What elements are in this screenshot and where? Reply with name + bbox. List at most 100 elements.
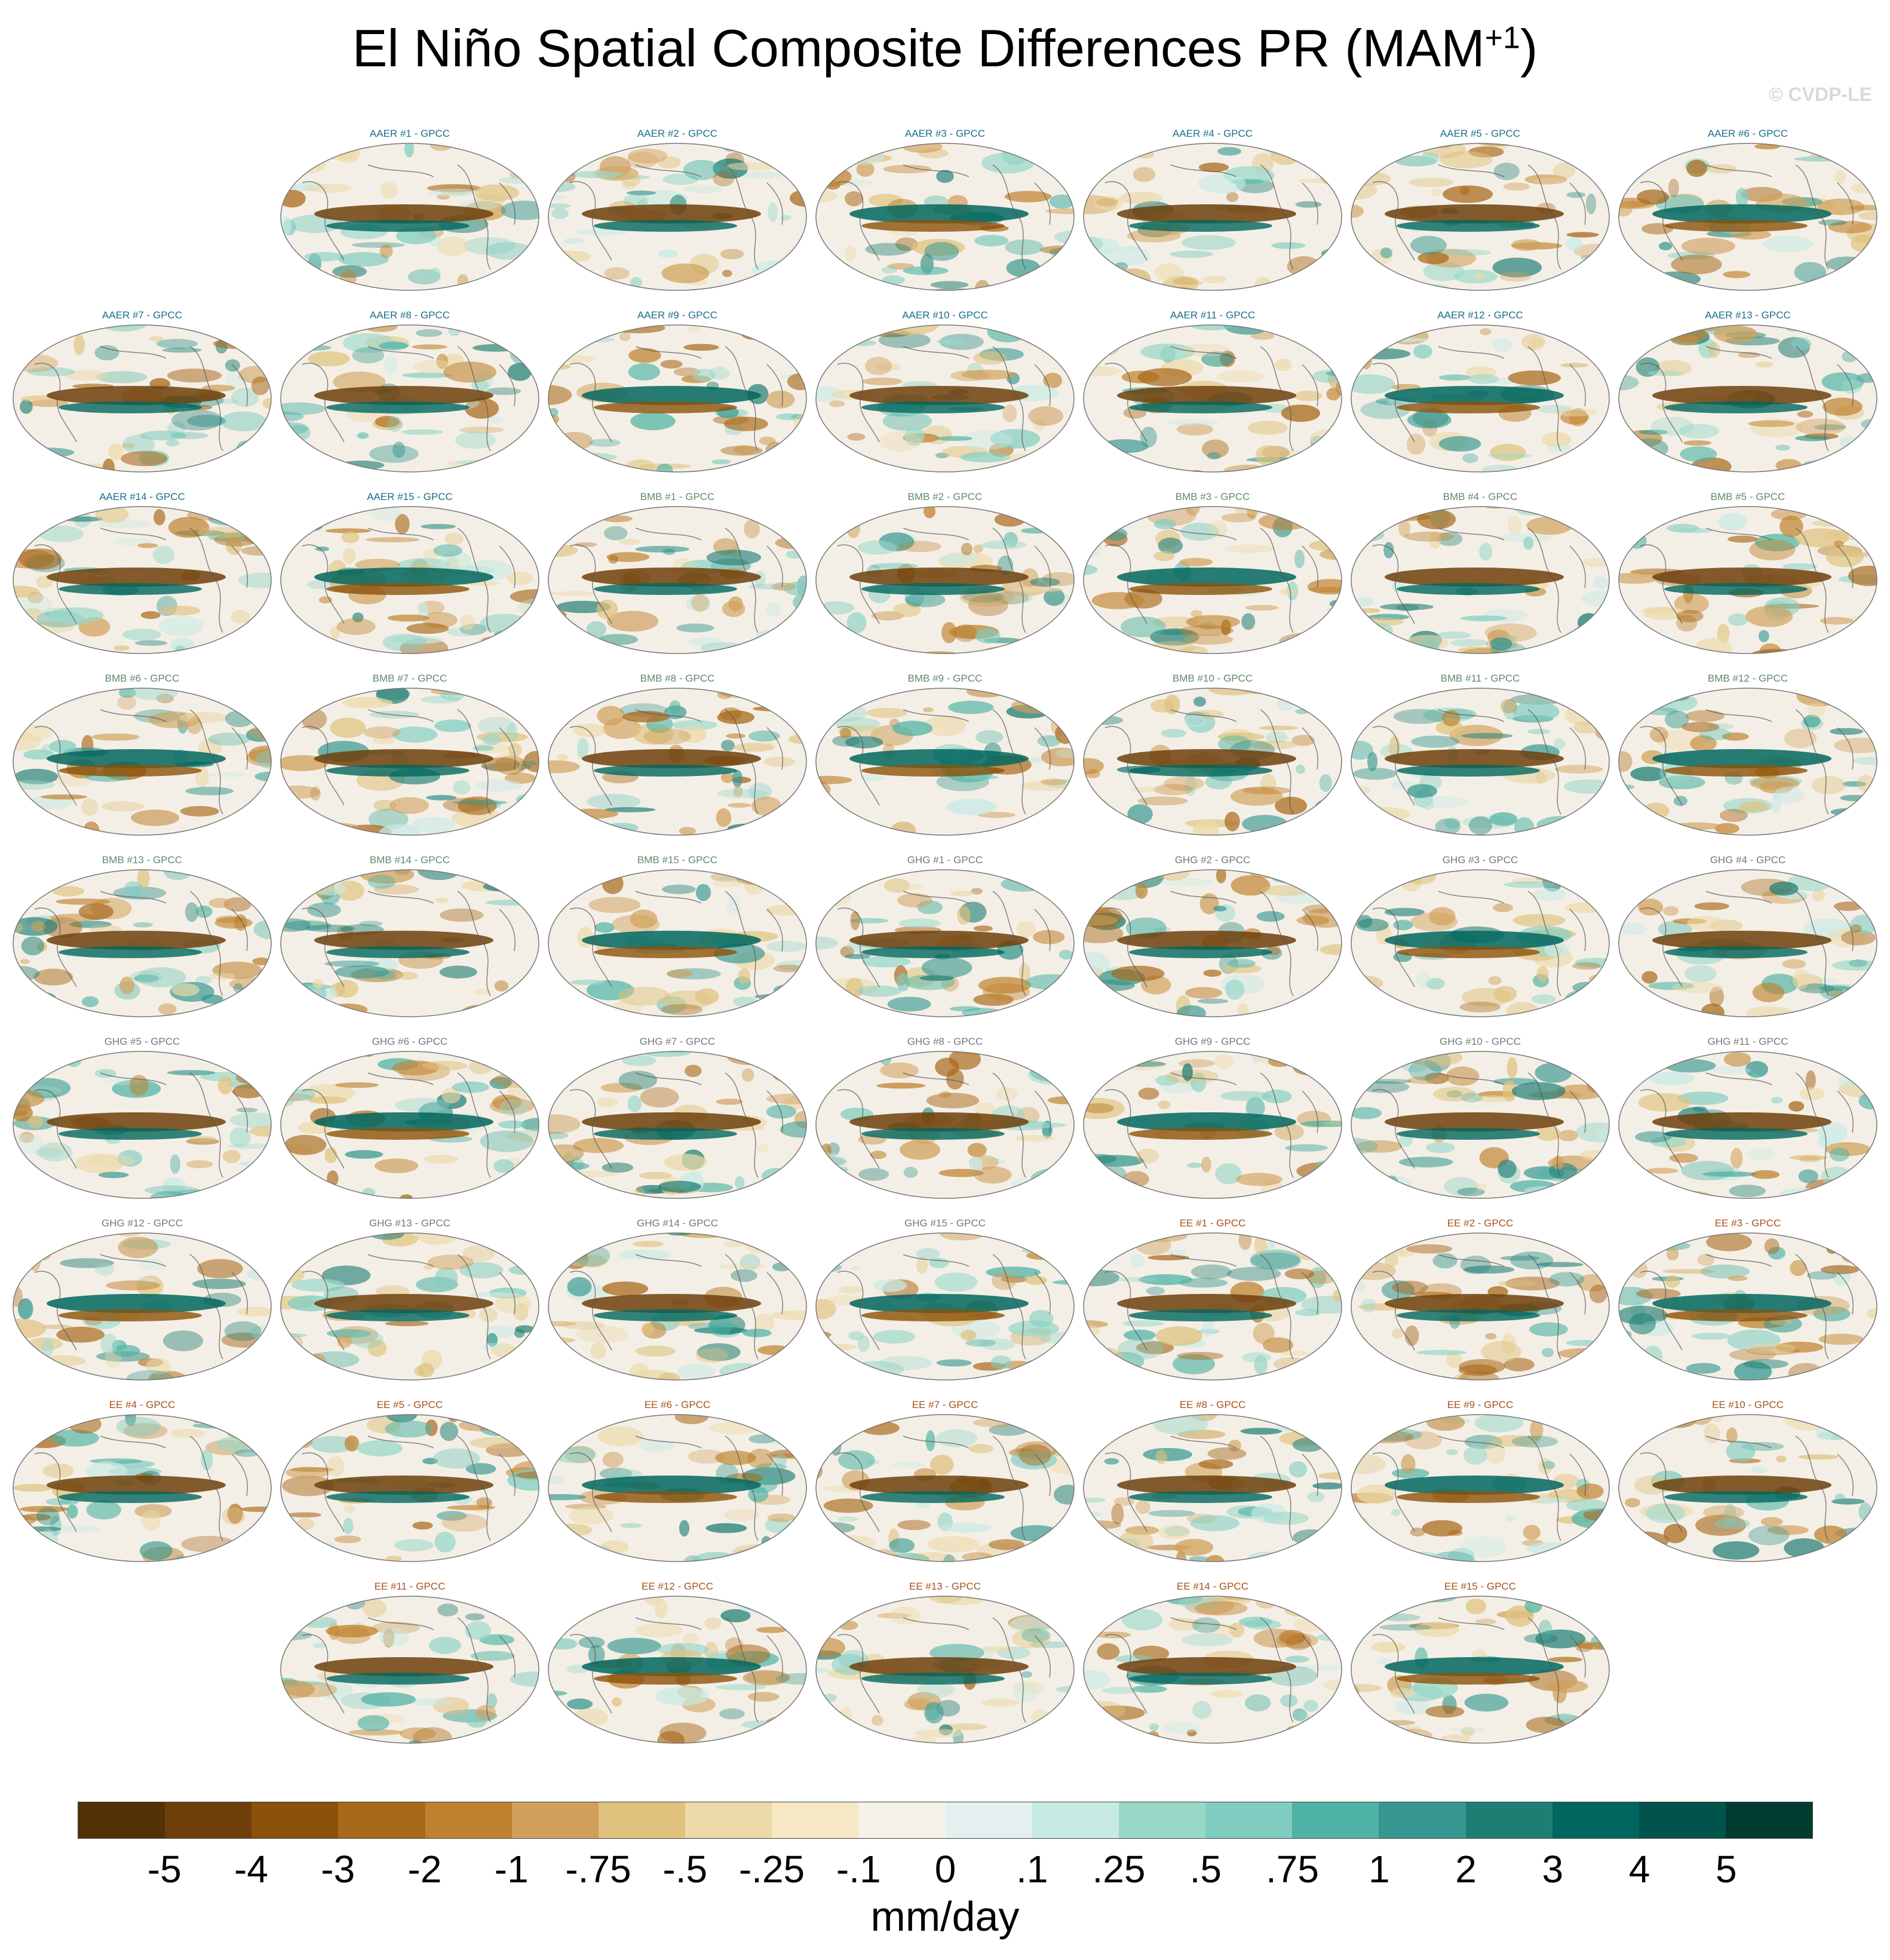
- map-panel-title: BMB #12 - GPCC: [1707, 673, 1788, 684]
- colorbar-tick-label: -.5: [662, 1848, 708, 1891]
- map-projection: [1618, 869, 1877, 1017]
- map-panel: EE #7 - GPCC: [814, 1399, 1076, 1564]
- map-panel: GHG #8 - GPCC: [814, 1036, 1076, 1201]
- colorbar-tick-label: 4: [1628, 1848, 1650, 1891]
- map-panel: EE #3 - GPCC: [1616, 1217, 1879, 1382]
- map-panel-title: BMB #3 - GPCC: [1175, 491, 1250, 502]
- map-panel: BMB #4 - GPCC: [1349, 491, 1612, 656]
- map-projection: [1351, 1414, 1610, 1562]
- map-panel: GHG #5 - GPCC: [11, 1036, 274, 1201]
- map-projection: [1083, 324, 1342, 473]
- map-projection: [548, 688, 807, 836]
- map-panel-title: BMB #7 - GPCC: [372, 673, 447, 684]
- figure-title: El Niño Spatial Composite Differences PR…: [0, 18, 1890, 79]
- map-panel: AAER #14 - GPCC: [11, 491, 274, 656]
- map-panel: EE #13 - GPCC: [814, 1581, 1076, 1746]
- map-projection: [548, 143, 807, 291]
- map-projection: [1351, 1051, 1610, 1199]
- map-panel: GHG #11 - GPCC: [1616, 1036, 1879, 1201]
- map-panel-title: EE #10 - GPCC: [1712, 1399, 1784, 1410]
- map-panel: GHG #6 - GPCC: [278, 1036, 541, 1201]
- colorbar-tick-label: 3: [1542, 1848, 1564, 1891]
- colorbar-box: [1379, 1802, 1466, 1838]
- map-panel-title: GHG #15 - GPCC: [904, 1217, 986, 1229]
- map-projection: [1351, 324, 1610, 473]
- colorbar-box: [78, 1802, 165, 1838]
- title-close: ): [1520, 19, 1538, 78]
- map-panel-title: BMB #8 - GPCC: [640, 673, 715, 684]
- colorbar-tick-label: -1: [494, 1848, 529, 1891]
- map-panel: GHG #1 - GPCC: [814, 854, 1076, 1019]
- map-projection: [280, 688, 539, 836]
- map-panel: AAER #7 - GPCC: [11, 309, 274, 474]
- map-panel-title: GHG #2 - GPCC: [1174, 854, 1251, 866]
- colorbar-box: [1205, 1802, 1293, 1838]
- colorbar-box: [945, 1802, 1032, 1838]
- map-panel: EE #10 - GPCC: [1616, 1399, 1879, 1564]
- colorbar-tick-label: -2: [407, 1848, 442, 1891]
- map-projection: [815, 1232, 1075, 1381]
- map-panel: BMB #8 - GPCC: [546, 673, 809, 838]
- map-panel-title: AAER #5 - GPCC: [1440, 128, 1521, 139]
- map-panel: GHG #2 - GPCC: [1081, 854, 1344, 1019]
- map-panel: EE #1 - GPCC: [1081, 1217, 1344, 1382]
- map-panel: BMB #1 - GPCC: [546, 491, 809, 656]
- map-projection: [280, 869, 539, 1017]
- map-panel-title: AAER #11 - GPCC: [1170, 309, 1256, 321]
- map-panel: EE #12 - GPCC: [546, 1581, 809, 1746]
- map-projection: [1351, 143, 1610, 291]
- colorbar-box: [251, 1802, 339, 1838]
- map-projection: [280, 324, 539, 473]
- map-panel-title: AAER #9 - GPCC: [637, 309, 718, 321]
- map-panel: BMB #7 - GPCC: [278, 673, 541, 838]
- map-projection: [1351, 1232, 1610, 1381]
- map-panel-title: BMB #14 - GPCC: [369, 854, 450, 866]
- map-projection: [1618, 1232, 1877, 1381]
- map-panel: BMB #3 - GPCC: [1081, 491, 1344, 656]
- map-panel-title: EE #3 - GPCC: [1714, 1217, 1781, 1229]
- map-panel: BMB #9 - GPCC: [814, 673, 1076, 838]
- map-panel: EE #6 - GPCC: [546, 1399, 809, 1564]
- map-projection: [548, 324, 807, 473]
- map-projection: [280, 506, 539, 654]
- map-panel: AAER #12 - GPCC: [1349, 309, 1612, 474]
- map-projection: [548, 1232, 807, 1381]
- map-panel: GHG #10 - GPCC: [1349, 1036, 1612, 1201]
- colorbar: [78, 1802, 1813, 1839]
- map-panel-title: AAER #10 - GPCC: [902, 309, 988, 321]
- map-panel: GHG #13 - GPCC: [278, 1217, 541, 1382]
- map-projection: [1083, 1232, 1342, 1381]
- map-panel-title: GHG #12 - GPCC: [101, 1217, 183, 1229]
- map-panel: EE #14 - GPCC: [1081, 1581, 1344, 1746]
- map-panel-title: AAER #3 - GPCC: [904, 128, 986, 139]
- colorbar-tick-label: .75: [1266, 1848, 1319, 1891]
- map-projection: [548, 506, 807, 654]
- map-panel: BMB #10 - GPCC: [1081, 673, 1344, 838]
- map-panel-title: GHG #6 - GPCC: [372, 1036, 448, 1047]
- copyright-label: © CVDP-LE: [1769, 84, 1872, 105]
- map-panel-title: AAER #12 - GPCC: [1437, 309, 1523, 321]
- map-panel-title: BMB #9 - GPCC: [907, 673, 983, 684]
- map-projection: [1083, 506, 1342, 654]
- map-panel-title: GHG #5 - GPCC: [104, 1036, 180, 1047]
- map-panel: GHG #4 - GPCC: [1616, 854, 1879, 1019]
- map-panel-title: AAER #7 - GPCC: [102, 309, 183, 321]
- colorbar-box: [425, 1802, 512, 1838]
- map-panel-title: GHG #4 - GPCC: [1710, 854, 1786, 866]
- colorbar-box: [1639, 1802, 1726, 1838]
- map-panel-title: GHG #9 - GPCC: [1174, 1036, 1251, 1047]
- map-panel: EE #9 - GPCC: [1349, 1399, 1612, 1564]
- colorbar-tick-label: 1: [1368, 1848, 1390, 1891]
- map-projection: [1351, 869, 1610, 1017]
- map-panel-title: AAER #15 - GPCC: [367, 491, 453, 502]
- map-panel: EE #11 - GPCC: [278, 1581, 541, 1746]
- map-projection: [1351, 1596, 1610, 1744]
- colorbar-tick-label: .1: [1016, 1848, 1048, 1891]
- map-panel-title: AAER #14 - GPCC: [99, 491, 185, 502]
- map-panel-title: EE #15 - GPCC: [1444, 1581, 1516, 1592]
- map-panel-title: GHG #3 - GPCC: [1442, 854, 1518, 866]
- map-projection: [1618, 324, 1877, 473]
- map-panel: GHG #9 - GPCC: [1081, 1036, 1344, 1201]
- map-projection: [13, 324, 272, 473]
- map-projection: [13, 869, 272, 1017]
